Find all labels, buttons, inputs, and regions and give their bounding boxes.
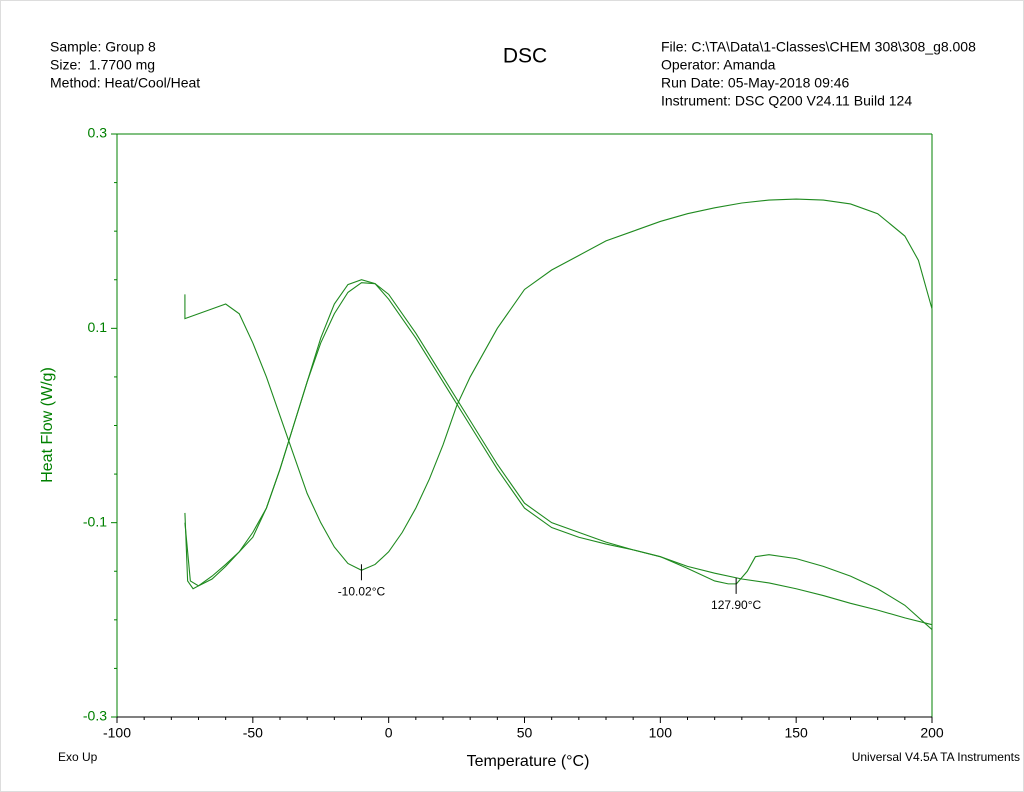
y-tick-label: 0.3 [88, 125, 108, 141]
y-tick-label: -0.3 [83, 708, 107, 724]
annotation-label: 127.90°C [711, 598, 762, 612]
footer-right: Universal V4.5A TA Instruments [852, 750, 1020, 764]
curve [184, 279, 933, 626]
header-right: Instrument: DSC Q200 V24.11 Build 124 [661, 93, 912, 109]
header-right: File: C:\TA\Data\1-Classes\CHEM 308\308_… [661, 39, 976, 55]
annotation-label: -10.02°C [338, 584, 386, 598]
x-axis-label: Temperature (°C) [467, 753, 590, 770]
chart-title: DSC [503, 45, 547, 68]
x-tick-label: 50 [517, 725, 533, 741]
x-tick-label: -50 [243, 725, 263, 741]
x-tick-label: 200 [920, 725, 944, 741]
y-axis-label: Heat Flow (W/g) [39, 367, 56, 483]
y-tick-label: 0.1 [88, 319, 108, 335]
y-tick-label: -0.1 [83, 513, 107, 529]
header-right: Operator: Amanda [661, 57, 776, 73]
x-tick-label: -100 [103, 725, 131, 741]
header-left: Method: Heat/Cool/Heat [50, 75, 200, 91]
header-left: Size: 1.7700 mg [50, 57, 155, 73]
curve [184, 198, 933, 679]
curve [184, 282, 933, 630]
x-tick-label: 100 [649, 725, 673, 741]
header-left: Sample: Group 8 [50, 39, 156, 55]
x-tick-label: 150 [784, 725, 808, 741]
x-tick-label: 0 [385, 725, 393, 741]
header-right: Run Date: 05-May-2018 09:46 [661, 75, 850, 91]
footer-left: Exo Up [58, 750, 98, 764]
